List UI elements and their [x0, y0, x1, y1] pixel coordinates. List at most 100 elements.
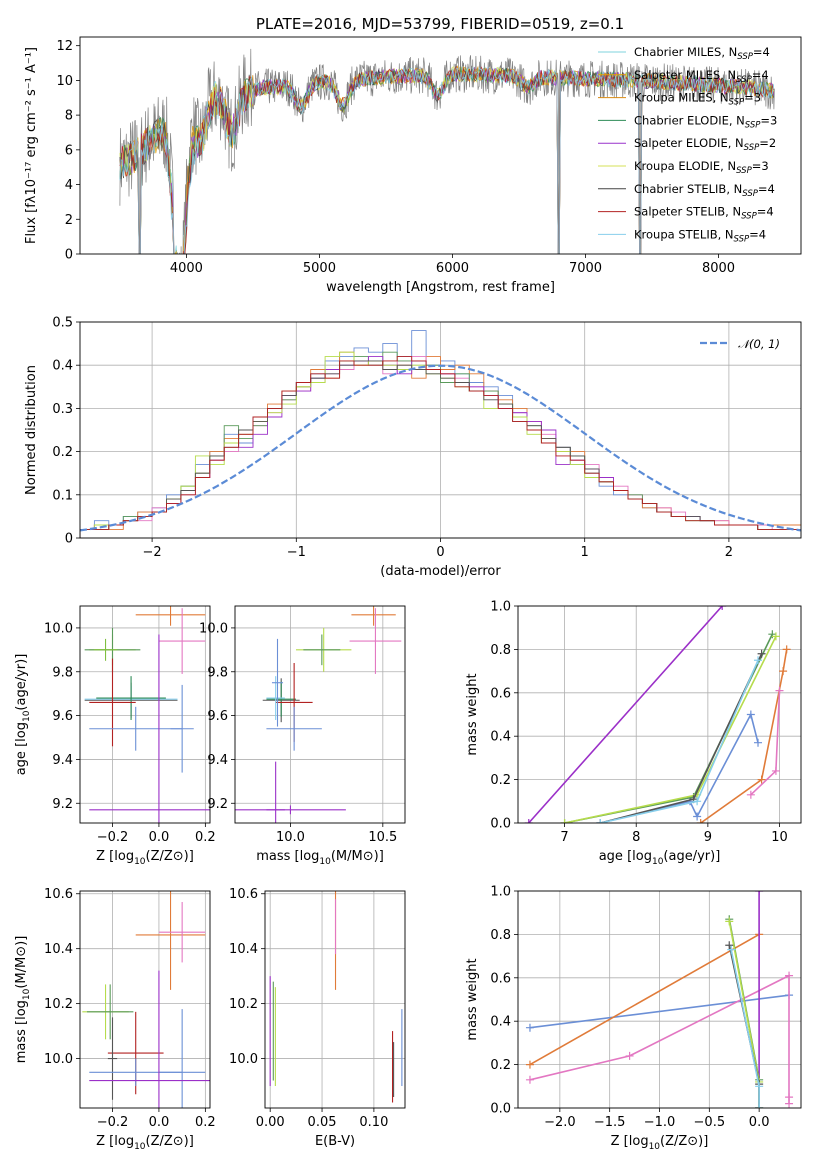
- weight-marker: [754, 738, 763, 747]
- weight-marker: [785, 1099, 794, 1108]
- y-tick-label: 0.2: [490, 1058, 511, 1073]
- panel-mass_vs_z: −0.2 0.0 0.2 10.0 10.2 10.4 10.6 Z [log10(Z/Z⊙)…: [14, 887, 216, 1152]
- x-tick-label: 0.0: [749, 1115, 770, 1130]
- x-axis-label: wavelength [Angstrom, rest frame]: [326, 280, 555, 295]
- axes-frame: [79, 890, 211, 1109]
- x-tick-label: 0.00: [256, 1115, 285, 1130]
- weight-marker: [757, 649, 766, 658]
- x-axis-label: Z [log10(Z/Z⊙)]: [611, 1134, 709, 1152]
- y-tick-label: 0.2: [490, 773, 511, 788]
- weight-marker: [785, 971, 794, 980]
- weight-marker: [771, 632, 780, 641]
- legend-entry: Salpeter ELODIE, NSSP=2: [634, 136, 776, 153]
- error-bars: [84, 606, 210, 823]
- y-tick-label: 1.0: [490, 600, 511, 615]
- x-axis-label: age [log10(age/yr)]: [599, 849, 721, 867]
- axes-frame: [79, 605, 211, 824]
- x-tick-label: 2: [725, 545, 733, 560]
- x-tick-label: 7: [560, 830, 568, 845]
- panel-spectrum: 4000 5000 6000 7000 8000 0 2 4 6 8 10 12 Chabrier MI…: [24, 36, 802, 295]
- y-tick-label: 8: [65, 109, 73, 124]
- x-tick-label: 0: [436, 545, 444, 560]
- y-tick-label: 9.2: [52, 797, 73, 812]
- weight-lines: [525, 891, 794, 1108]
- y-tick-label: 0.3: [52, 402, 73, 417]
- legend-entry: Chabrier STELIB, NSSP=4: [634, 182, 775, 199]
- weight-marker: [782, 645, 791, 654]
- model-spectrum: [119, 66, 774, 254]
- y-tick-label: 0.8: [490, 928, 511, 943]
- x-tick-label: −2: [143, 545, 162, 560]
- weight-marker: [755, 1082, 764, 1091]
- y-tick-label: 10.2: [229, 997, 258, 1012]
- weight-line-chabrier-miles: [529, 994, 790, 1029]
- weight-marker: [755, 891, 764, 895]
- weight-marker: [779, 667, 788, 676]
- y-tick-label: 10.4: [44, 942, 73, 957]
- y-tick-label: 10.0: [44, 1052, 73, 1067]
- legend-entry: Kroupa MILES, NSSP=3: [634, 91, 761, 108]
- legend-entry: Kroupa STELIB, NSSP=4: [634, 227, 766, 244]
- weight-line-salpeter-miles: [529, 933, 760, 1066]
- x-tick-label: −1.5: [594, 1115, 626, 1130]
- x-axis-label: mass [log10(M/M⊙)]: [256, 849, 384, 867]
- x-axis-label: Z [log10(Z/Z⊙)]: [96, 849, 194, 867]
- legend-entry: Chabrier ELODIE, NSSP=3: [634, 113, 777, 130]
- weight-marker: [775, 686, 784, 695]
- legend-entry: 𝒩(0, 1): [738, 337, 780, 351]
- x-tick-label: 10.0: [276, 830, 305, 845]
- x-tick-label: 5000: [303, 261, 336, 276]
- weight-marker: [725, 917, 734, 926]
- y-tick-label: 0.1: [52, 488, 73, 503]
- y-axis-label: age [log10(age/yr)]: [14, 654, 32, 776]
- figure-title: PLATE=2016, MJD=53799, FIBERID=0519, z=0…: [256, 15, 624, 33]
- y-tick-label: 0.8: [490, 643, 511, 658]
- weight-marker: [596, 819, 605, 823]
- legend-entry: Salpeter MILES, NSSP=4: [634, 68, 769, 85]
- y-tick-label: 1.0: [490, 885, 511, 900]
- weight-line-chabrier-stelib: [728, 945, 760, 1108]
- y-tick-label: 0: [65, 248, 73, 263]
- weight-marker: [718, 606, 727, 610]
- y-tick-label: 10.4: [229, 942, 258, 957]
- weight-marker: [754, 656, 763, 665]
- x-tick-label: 10: [771, 830, 788, 845]
- x-tick-label: 0.2: [195, 830, 216, 845]
- weight-marker: [525, 1023, 534, 1032]
- panel-mass_vs_ebv: 0.00 0.05 0.10 10.0 10.2 10.4 10.6 E(B-V): [229, 887, 406, 1149]
- y-tick-label: 9.4: [207, 753, 228, 768]
- error-bars: [235, 606, 402, 823]
- x-tick-label: 4000: [170, 261, 203, 276]
- y-tick-label: 10.0: [44, 621, 73, 636]
- x-tick-label: 0.0: [149, 1115, 170, 1130]
- error-bars: [82, 891, 210, 1108]
- y-tick-label: 4: [65, 178, 73, 193]
- y-tick-label: 0.4: [490, 730, 511, 745]
- x-tick-label: 0.05: [308, 1115, 337, 1130]
- weight-marker: [696, 819, 705, 823]
- error-bars: [269, 891, 403, 1103]
- weight-marker: [693, 797, 702, 806]
- y-tick-label: 10.2: [44, 997, 73, 1012]
- weight-marker: [755, 1104, 764, 1108]
- weight-marker: [771, 766, 780, 775]
- x-axis-label: E(B-V): [315, 1134, 355, 1149]
- axes-frame: [517, 605, 802, 824]
- y-tick-label: 0.4: [490, 1015, 511, 1030]
- y-tick-label: 9.4: [52, 753, 73, 768]
- weight-marker: [625, 1051, 634, 1060]
- x-tick-label: −0.2: [97, 830, 129, 845]
- y-tick-label: 10.6: [44, 887, 73, 902]
- y-tick-label: 0.6: [490, 971, 511, 986]
- x-tick-label: 1: [581, 545, 589, 560]
- weight-marker: [727, 945, 736, 954]
- panel-age_vs_mass: 10.0 10.5 9.2 9.4 9.6 9.8 10.0 mass [log10(M/M⊙…: [199, 605, 406, 867]
- legend-entry: Chabrier MILES, NSSP=4: [634, 45, 770, 62]
- panel-weight_vs_age: 7 8 9 10 0.0 0.2 0.4 0.6 0.8 1.0 age [log10(age/yr…: [465, 600, 802, 867]
- panel-age_vs_z: −0.2 0.0 0.2 9.2 9.4 9.6 9.8 10.0 Z [log10(Z/Z⊙)…: [14, 605, 216, 867]
- weight-lines: [524, 606, 791, 823]
- y-tick-label: 10.0: [229, 1052, 258, 1067]
- weight-marker: [757, 775, 766, 784]
- weight-line-salpeter-elodie: [528, 606, 723, 823]
